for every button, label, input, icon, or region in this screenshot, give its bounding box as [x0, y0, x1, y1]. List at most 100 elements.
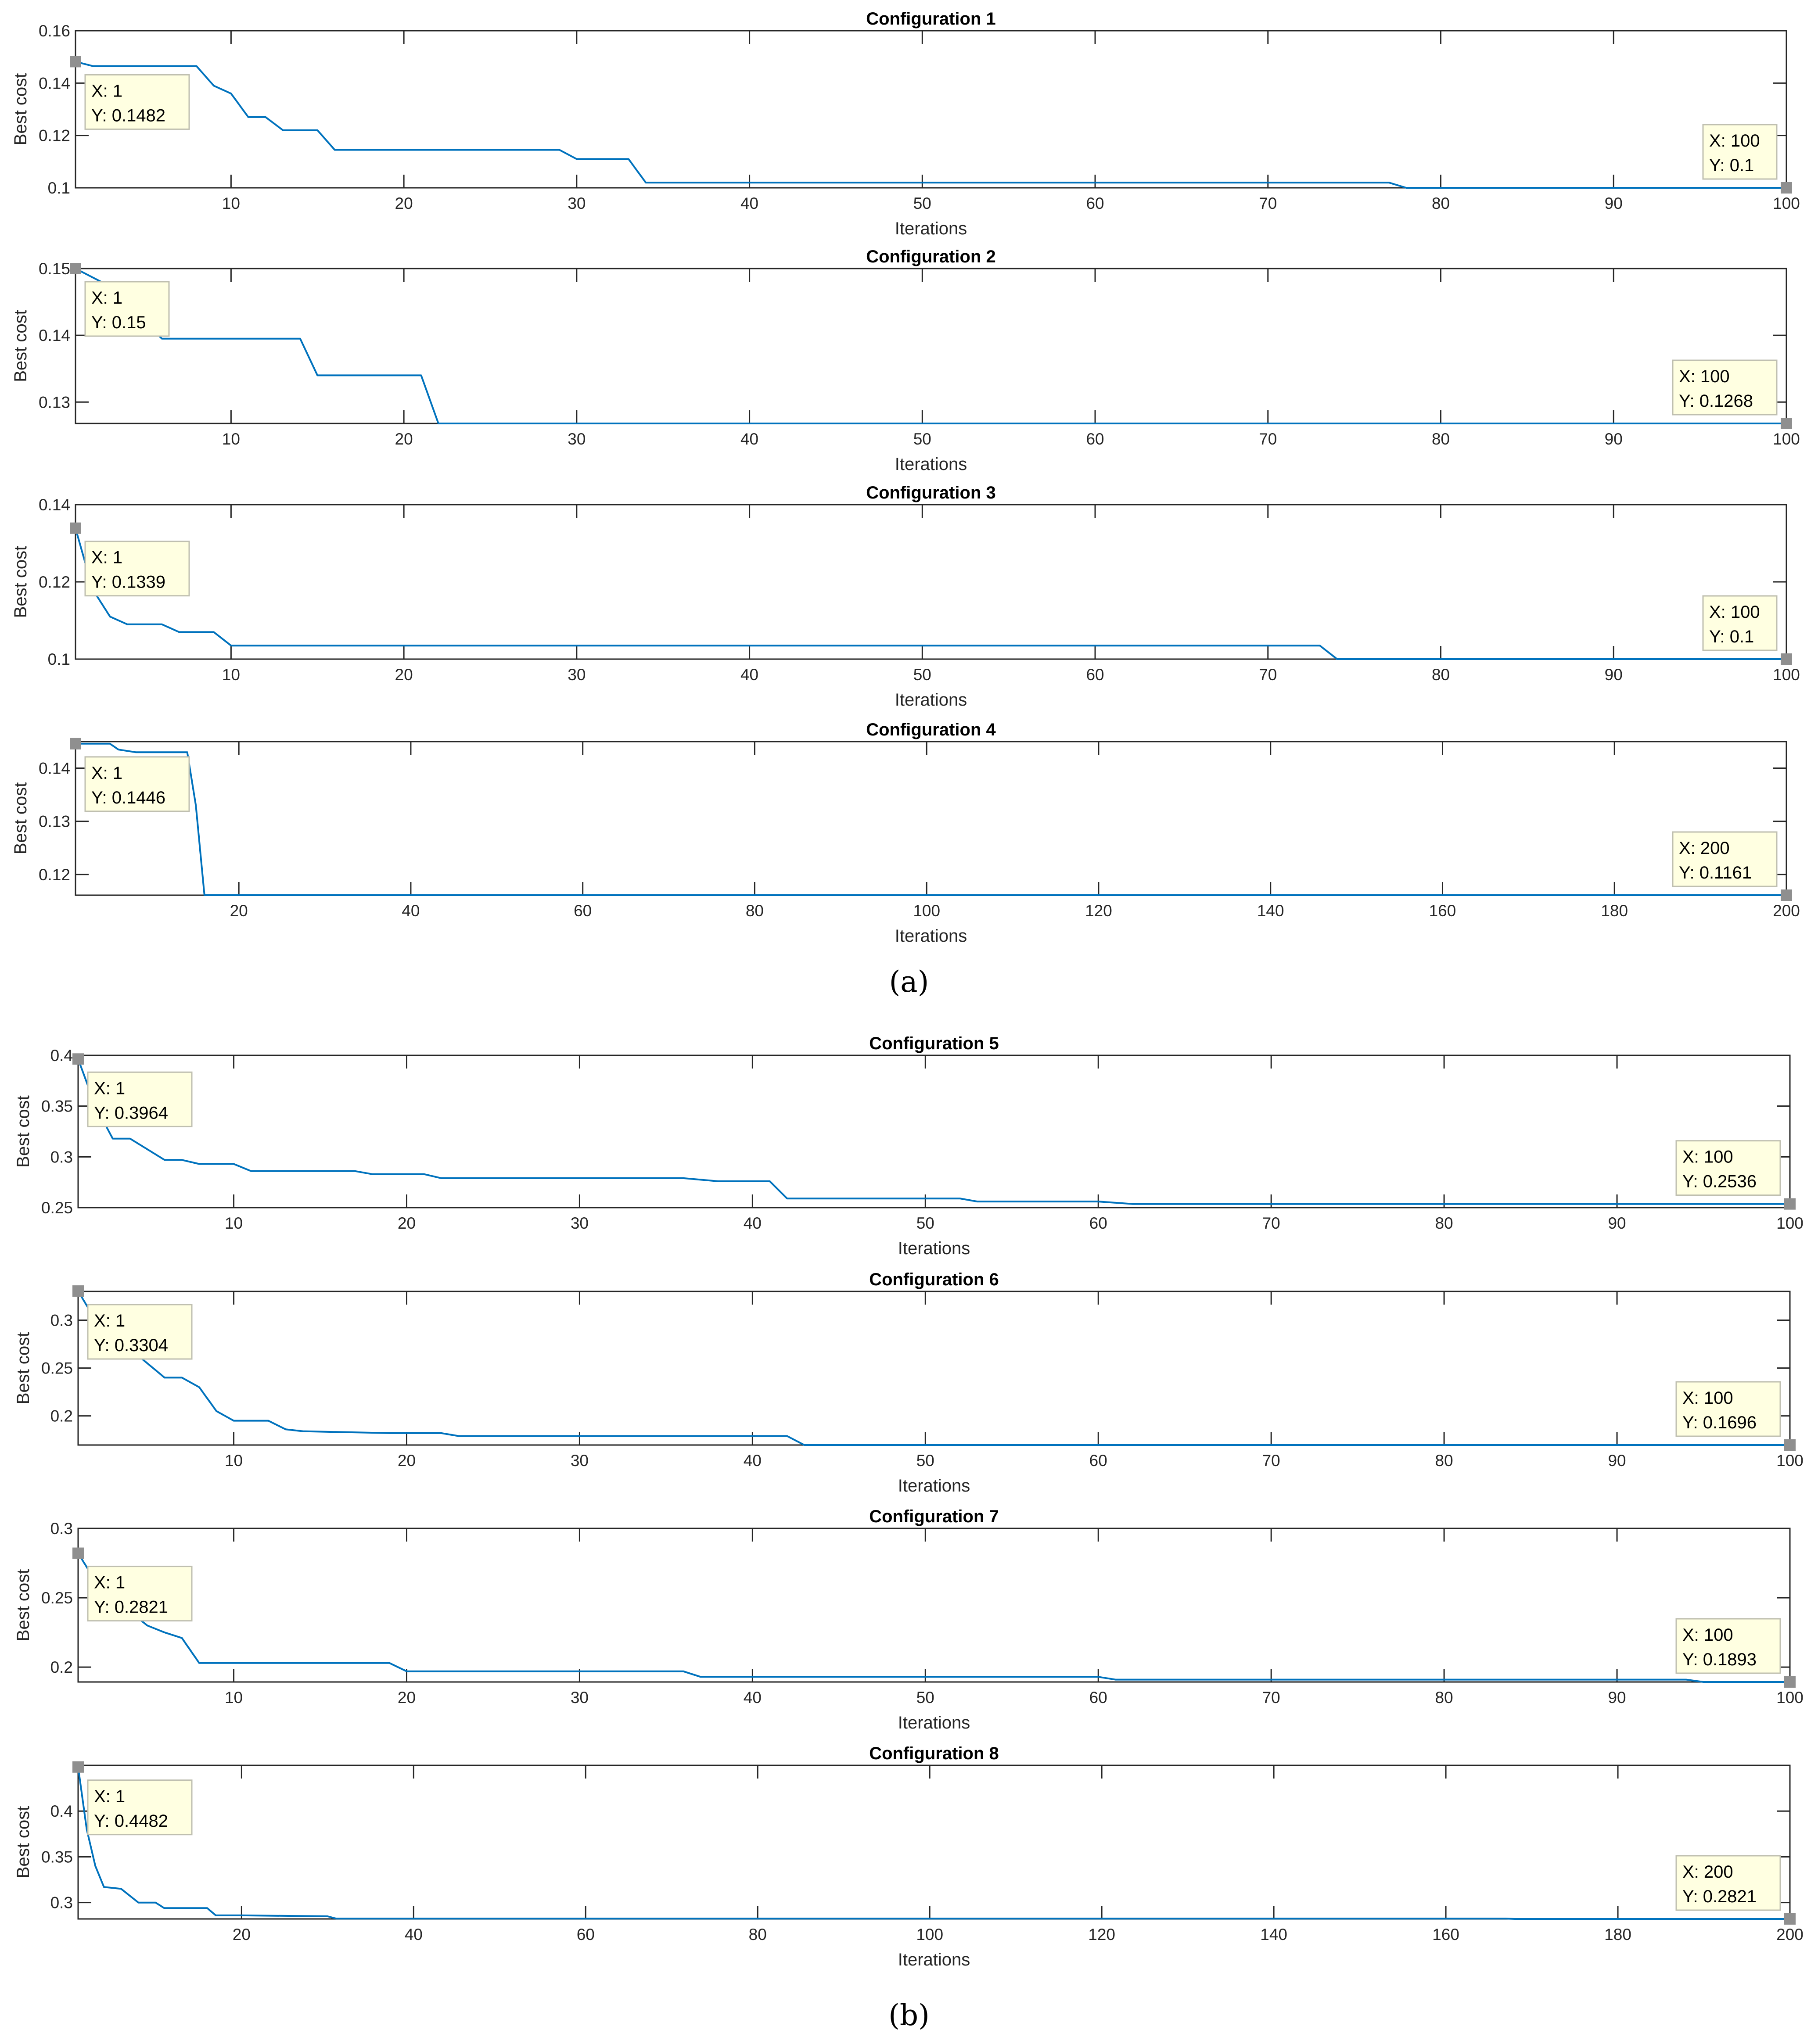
x-tick-label: 10 [225, 1689, 243, 1707]
datatip-marker [70, 56, 81, 68]
y-axis-label: Best cost [11, 782, 30, 855]
datatip-y-text: Y: 0.3304 [94, 1336, 168, 1355]
datatip-box [84, 74, 190, 130]
y-tick-label: 0.12 [39, 127, 70, 145]
x-tick-label: 40 [740, 666, 758, 684]
panel-caption-b: (b) [888, 1998, 930, 2032]
series-line [75, 61, 1786, 189]
y-tick-label: 0.2 [50, 1658, 73, 1676]
x-tick-label: 140 [1257, 902, 1284, 920]
y-tick-label: 0.4 [50, 1047, 73, 1065]
chart-title: Configuration 1 [866, 9, 996, 29]
plot-area [77, 1764, 1791, 1920]
datatip-y-text: Y: 0.1161 [1679, 863, 1752, 882]
datatip-x-text: X: 1 [91, 81, 122, 100]
datatip-y-text: Y: 0.4482 [94, 1811, 168, 1831]
series-line [77, 1058, 1790, 1205]
datatip-box [1675, 1140, 1781, 1196]
x-tick-label: 50 [916, 1689, 934, 1707]
datatip-x-text: X: 1 [91, 764, 122, 783]
datatip-y-text: Y: 0.1893 [1682, 1650, 1757, 1669]
datatip-x-text: X: 100 [1682, 1388, 1733, 1408]
x-tick-label: 20 [395, 194, 413, 212]
x-tick-label: 50 [916, 1214, 934, 1232]
x-tick-label: 40 [405, 1926, 423, 1944]
x-tick-label: 20 [395, 430, 413, 448]
datatip-box [87, 1779, 193, 1836]
x-tick-label: 80 [746, 902, 764, 920]
datatip-marker [70, 522, 81, 534]
y-tick-label: 0.3 [50, 1894, 73, 1912]
y-tick-label: 0.14 [39, 496, 70, 514]
x-tick-label: 30 [568, 430, 586, 448]
datatip-x-text: X: 1 [91, 288, 122, 308]
x-tick-label: 70 [1259, 666, 1277, 684]
series-line [75, 528, 1786, 660]
x-tick-label: 80 [1432, 430, 1450, 448]
datatip-y-text: Y: 0.1 [1709, 627, 1754, 646]
x-tick-label: 40 [744, 1689, 762, 1707]
datatip-x-text: X: 1 [94, 1079, 125, 1098]
datatip-box [1672, 359, 1778, 416]
series-line [77, 1767, 1790, 1920]
y-tick-label: 0.14 [39, 74, 70, 92]
x-tick-label: 30 [568, 666, 586, 684]
x-tick-label: 90 [1605, 430, 1623, 448]
x-axis-label: Iterations [895, 926, 967, 946]
x-tick-label: 160 [1429, 902, 1456, 920]
y-tick-label: 0.1 [48, 650, 70, 668]
x-tick-label: 100 [1773, 666, 1800, 684]
y-axis-label: Best cost [11, 73, 30, 146]
x-tick-label: 50 [916, 1452, 934, 1470]
y-axis-label: Best cost [14, 1095, 33, 1168]
x-tick-label: 80 [1432, 194, 1450, 212]
chart-title: Configuration 8 [869, 1744, 999, 1763]
chart-panel-6: 10 20 30 40 50 60 70 80 90 100 0.2 0.25 0.3 Configura… [14, 1270, 1804, 1495]
x-tick-label: 200 [1776, 1926, 1804, 1944]
datatip-marker [1781, 182, 1792, 194]
x-tick-label: 50 [913, 430, 931, 448]
x-tick-label: 20 [398, 1689, 416, 1707]
y-tick-label: 0.3 [50, 1311, 73, 1329]
x-tick-label: 60 [1089, 1214, 1107, 1232]
datatip-x-text: X: 100 [1682, 1148, 1733, 1167]
x-axis-label: Iterations [895, 455, 967, 474]
datatip-box [1672, 831, 1778, 887]
y-tick-label: 0.35 [41, 1097, 73, 1115]
plot-area [77, 1528, 1791, 1683]
y-axis-label: Best cost [14, 1332, 33, 1405]
x-axis-label: Iterations [898, 1239, 970, 1258]
x-tick-label: 60 [1086, 194, 1104, 212]
y-tick-label: 0.15 [39, 260, 70, 278]
x-tick-label: 200 [1773, 902, 1800, 920]
x-tick-label: 100 [1773, 430, 1800, 448]
x-tick-label: 80 [1432, 666, 1450, 684]
panel-caption-a: (a) [889, 965, 929, 999]
chart-panel-4: 20 40 60 80 100 120 140 160 180 200 0.12 0.13 0.14 Co… [11, 720, 1800, 946]
datatip-box [84, 756, 190, 812]
datatip-x-text: X: 1 [91, 548, 122, 567]
datatip-box [1702, 124, 1778, 180]
y-axis-label: Best cost [14, 1569, 33, 1642]
x-tick-label: 40 [402, 902, 420, 920]
datatip-marker [1781, 889, 1792, 901]
datatip-y-text: Y: 0.1482 [91, 106, 165, 125]
plot-area [77, 1291, 1791, 1446]
datatip-x-text: X: 100 [1682, 1625, 1733, 1645]
datatip-y-text: Y: 0.1339 [91, 573, 165, 592]
plot-area [75, 30, 1787, 189]
y-tick-label: 0.13 [39, 813, 70, 831]
x-tick-label: 10 [222, 666, 240, 684]
plot-area [75, 504, 1787, 660]
y-tick-label: 0.3 [50, 1520, 73, 1538]
x-tick-label: 180 [1604, 1926, 1631, 1944]
x-axis-label: Iterations [898, 1950, 970, 1969]
datatip-y-text: Y: 0.15 [91, 313, 146, 332]
x-axis-label: Iterations [898, 1476, 970, 1495]
x-tick-label: 90 [1608, 1689, 1626, 1707]
x-tick-label: 90 [1608, 1452, 1626, 1470]
y-axis-label: Best cost [14, 1806, 33, 1879]
datatip-x-text: X: 1 [94, 1311, 125, 1330]
x-tick-label: 80 [1435, 1452, 1453, 1470]
